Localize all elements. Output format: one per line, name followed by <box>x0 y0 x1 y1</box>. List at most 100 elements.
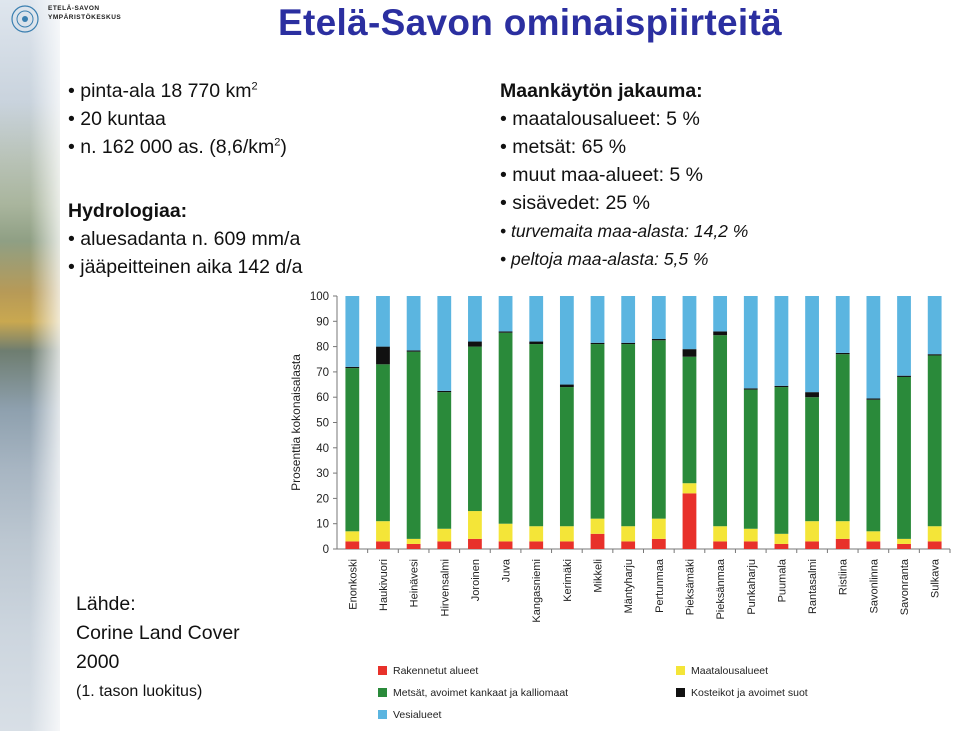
bar-segment <box>376 346 390 365</box>
land-use-agriculture: maatalousalueet: 5 % <box>500 105 748 133</box>
bar-segment <box>529 526 544 542</box>
bar-segment <box>835 354 850 522</box>
bar-segment <box>345 541 360 549</box>
bar-segment <box>927 296 942 355</box>
legend-label: Vesialueet <box>393 709 442 721</box>
bar-segment <box>805 296 819 393</box>
x-tick-label: Mikkeli <box>593 559 605 593</box>
bar-segment <box>682 296 697 350</box>
bar-segment <box>835 352 850 355</box>
y-tick-label: 50 <box>316 418 329 430</box>
bar-segment <box>927 355 942 527</box>
bar-segment <box>376 541 390 549</box>
legend-label: Kosteikot ja avoimet suot <box>691 687 808 699</box>
bar-segment <box>805 392 819 398</box>
x-tick-label: Rantasalmi <box>807 559 819 614</box>
bar-segment <box>866 398 881 400</box>
x-tick-label: Pieksänmaa <box>715 558 727 619</box>
bar-segment <box>927 354 942 356</box>
y-tick-label: 0 <box>323 544 329 556</box>
bar-segment <box>651 339 666 341</box>
land-use-other-land: muut maa-alueet: 5 % <box>500 161 748 189</box>
bar-segment <box>559 526 574 542</box>
bar-segment <box>621 541 636 549</box>
bar-segment <box>713 541 728 549</box>
bar-segment <box>590 518 605 534</box>
bar-segment <box>743 541 758 549</box>
bar-segment <box>376 364 390 522</box>
bar-segment <box>345 368 360 532</box>
land-use-fields: peltoja maa-alasta: 5,5 % <box>500 245 748 273</box>
x-tick-label: Hirvensalmi <box>439 559 451 616</box>
bar-segment <box>651 538 666 549</box>
x-tick-label: Pertunmaa <box>654 558 666 613</box>
bar-segment <box>529 344 544 527</box>
x-tick-label: Kerimäki <box>562 559 574 602</box>
bar-segment <box>682 493 697 549</box>
bar-segment <box>590 533 605 549</box>
y-axis-label: Prosenttia kokonaisalasta <box>289 354 303 491</box>
logo-emblem-icon <box>11 5 39 33</box>
logo: ETELÄ-SAVON YMPÄRISTÖKESKUS <box>8 4 168 34</box>
bar-segment <box>529 541 544 549</box>
bar-segment <box>498 523 513 542</box>
x-tick-label: Kangasniemi <box>531 559 543 623</box>
y-tick-label: 70 <box>316 367 329 379</box>
y-tick-label: 20 <box>316 493 329 505</box>
bar-segment <box>621 344 636 527</box>
legend-swatch <box>378 666 387 675</box>
bar-segment <box>345 531 360 542</box>
bar-segment <box>805 541 819 549</box>
logo-text: ETELÄ-SAVON YMPÄRISTÖKESKUS <box>48 5 122 21</box>
bar-segment <box>682 349 697 357</box>
bar-segment <box>621 526 636 542</box>
x-tick-label: Puumala <box>776 558 788 602</box>
page-title: Etelä-Savon ominaispiirteitä <box>278 2 782 43</box>
bar-segment <box>376 521 390 542</box>
facts-block: pinta-ala 18 770 km2 20 kuntaa n. 162 00… <box>68 77 287 161</box>
bar-segment <box>743 528 758 542</box>
bar-segment <box>559 384 574 388</box>
bar-segment <box>498 332 513 524</box>
bar-segment <box>805 521 819 542</box>
fact-population: n. 162 000 as. (8,6/km2) <box>68 133 287 161</box>
x-tick-label: Punkaharju <box>746 559 758 615</box>
bar-segment <box>437 392 452 529</box>
fact-municipalities: 20 kuntaa <box>68 105 287 133</box>
land-use-peatland: turvemaita maa-alasta: 14,2 % <box>500 217 748 245</box>
y-tick-label: 100 <box>310 291 329 303</box>
bar-segment <box>835 296 850 353</box>
x-tick-label: Joroinen <box>470 559 482 601</box>
source-label: Lähde: <box>76 593 136 615</box>
bar-segment <box>774 543 789 549</box>
bar-segment <box>897 376 911 539</box>
y-tick-label: 10 <box>316 519 329 531</box>
bar-segment <box>468 511 482 539</box>
legend-item: Kosteikot ja avoimet suot <box>676 687 808 699</box>
bar-segment <box>805 397 819 522</box>
bar-segment <box>927 541 942 549</box>
bar-segment <box>651 340 666 519</box>
bar-segment <box>774 533 789 544</box>
bar-segment <box>345 366 360 369</box>
source-line-1: Corine Land Cover <box>76 622 240 644</box>
land-use-forest: metsät: 65 % <box>500 133 748 161</box>
bar-segment <box>621 296 636 343</box>
bar-segment <box>774 296 789 386</box>
bar-segment <box>529 296 544 342</box>
bar-segment <box>897 296 911 376</box>
bar-segment <box>406 350 421 352</box>
source-line-3: (1. tason luokitus) <box>76 683 203 700</box>
bar-segment <box>406 538 421 544</box>
hydrology-precipitation: aluesadanta n. 609 mm/a <box>68 225 303 253</box>
legend-swatch <box>676 688 685 697</box>
source-line-2: 2000 <box>76 651 120 673</box>
x-tick-label: Pieksämäki <box>684 559 696 615</box>
bar-segment <box>866 541 881 549</box>
bar-segment <box>406 296 421 351</box>
hydrology-ice-cover: jääpeitteinen aika 142 d/a <box>68 253 302 281</box>
bar-segment <box>468 538 482 549</box>
legend-swatch <box>676 666 685 675</box>
y-tick-label: 30 <box>316 468 329 480</box>
